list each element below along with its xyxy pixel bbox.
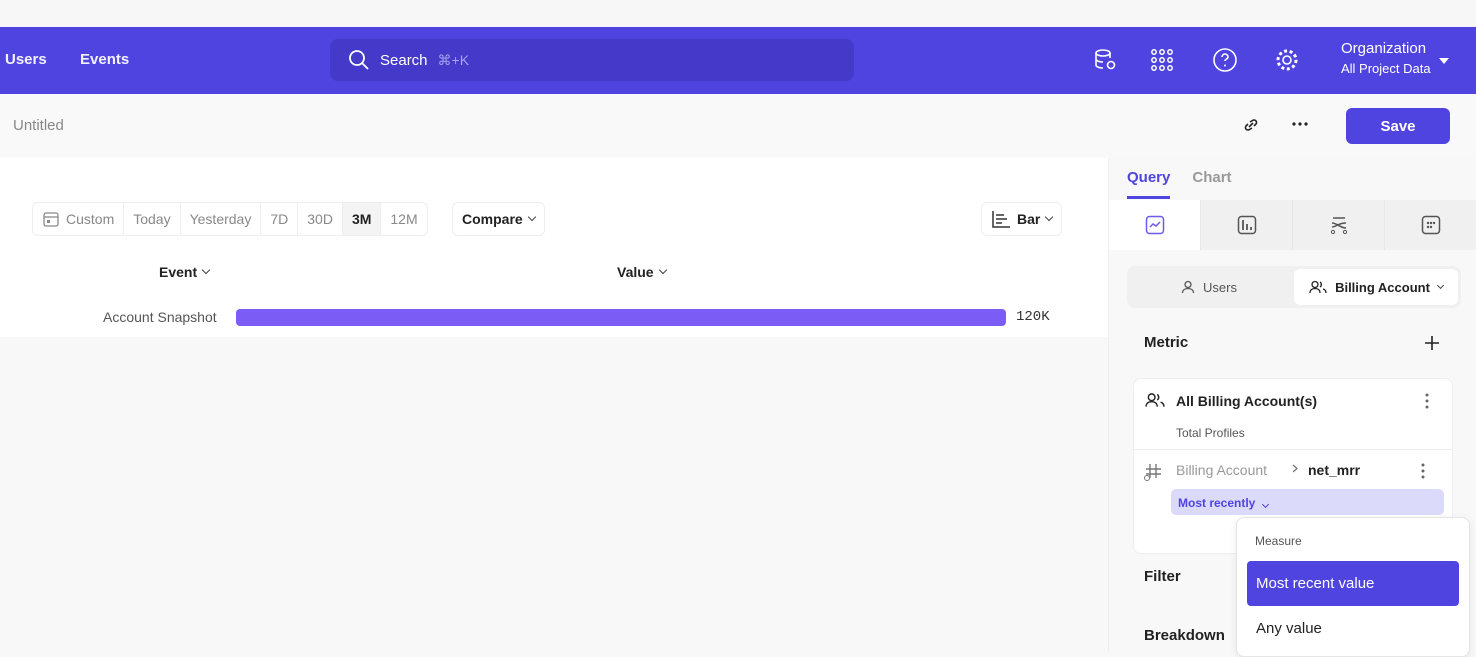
row-value-label: 120K [1016, 309, 1050, 325]
tab-chart[interactable]: Chart [1192, 169, 1232, 186]
metric-section-label: Metric [1144, 334, 1189, 351]
menu-header: Measure [1255, 534, 1302, 548]
report-title[interactable]: Untitled [13, 117, 64, 134]
entity-billing-label: Billing Account [1335, 279, 1430, 295]
nav-events[interactable]: Events [80, 51, 130, 68]
metric-name[interactable]: All Billing Account(s) [1176, 393, 1318, 409]
flows-icon [1330, 217, 1347, 235]
insights-tab[interactable] [1109, 200, 1201, 250]
search-placeholder: Search [380, 51, 428, 69]
flows-tab[interactable] [1293, 200, 1385, 250]
date-yesterday[interactable]: Yesterday [181, 203, 262, 235]
caret-down-icon [1439, 58, 1449, 64]
aggregation-dropdown[interactable]: Most recently [1171, 489, 1444, 515]
gear-icon[interactable] [1274, 47, 1300, 73]
date-range-picker: Custom Today Yesterday 7D 30D 3M 12M [32, 202, 428, 236]
property-kebab-icon[interactable] [1421, 463, 1425, 479]
entity-users[interactable]: Users [1127, 266, 1291, 308]
add-metric-icon[interactable] [1425, 336, 1439, 350]
filter-section-label: Filter [1144, 568, 1181, 585]
date-today[interactable]: Today [124, 203, 181, 235]
compare-label: Compare [462, 211, 523, 227]
top-strip [0, 0, 1476, 27]
chevron-down-icon [201, 265, 211, 275]
tab-query[interactable]: Query [1127, 169, 1171, 199]
org-title: Organization [1341, 40, 1427, 57]
chart-type-label: Bar [1017, 211, 1041, 227]
bar-account-snapshot[interactable] [236, 309, 1006, 326]
date-custom-label: Custom [66, 211, 115, 227]
chevron-down-icon [658, 265, 667, 275]
bar-report-tab[interactable] [1201, 200, 1293, 250]
numeric-property-icon [1144, 464, 1161, 481]
search-shortcut: ⌘+K [437, 51, 470, 68]
user-icon [1181, 280, 1195, 294]
retention-icon [1421, 215, 1440, 235]
event-header-label: Event [159, 264, 198, 280]
date-12m[interactable]: 12M [390, 211, 418, 227]
entity-toggle: Users Billing Account [1127, 266, 1461, 308]
date-3m[interactable]: 3M [342, 203, 382, 235]
menu-option-any-value[interactable]: Any value [1256, 620, 1322, 637]
search-icon [349, 50, 369, 70]
bar-chart-icon [992, 211, 1010, 228]
help-icon[interactable] [1212, 47, 1238, 73]
org-selector[interactable]: Organization All Project Data [1341, 40, 1449, 76]
metric-kebab-icon[interactable] [1425, 393, 1429, 409]
report-canvas: Custom Today Yesterday 7D 30D 3M 12M Com… [0, 158, 1108, 337]
database-settings-icon[interactable] [1093, 47, 1119, 73]
chevron-down-icon [527, 212, 536, 222]
value-column-header[interactable]: Value [617, 264, 667, 280]
users-group-icon [1309, 280, 1327, 294]
compare-button[interactable]: Compare [452, 202, 545, 236]
value-header-label: Value [617, 264, 654, 280]
divider [1134, 449, 1452, 450]
more-icon[interactable] [1292, 122, 1308, 126]
date-7d[interactable]: 7D [261, 203, 299, 235]
bar-report-icon [1237, 215, 1256, 235]
date-custom[interactable]: Custom [33, 203, 125, 235]
chevron-right-icon [1292, 464, 1298, 473]
property-parent: Billing Account [1176, 462, 1268, 478]
calendar-icon [43, 212, 59, 227]
chart-type-button[interactable]: Bar [981, 202, 1063, 236]
chevron-down-icon [1261, 500, 1269, 509]
link-icon[interactable] [1242, 116, 1260, 134]
menu-option-most-recent[interactable]: Most recent value [1247, 561, 1459, 606]
top-nav: Users Events Search ⌘+K Organization All… [0, 27, 1476, 94]
nav-users[interactable]: Users [5, 51, 47, 68]
aggregation-label: Most recently [1178, 496, 1256, 510]
row-event-label: Account Snapshot [103, 309, 217, 325]
report-header: Untitled Save [0, 94, 1476, 158]
date-30d[interactable]: 30D [298, 203, 343, 235]
save-button[interactable]: Save [1346, 108, 1450, 144]
retention-tab[interactable] [1385, 200, 1476, 250]
breakdown-section-label: Breakdown [1144, 627, 1225, 644]
entity-billing-account[interactable]: Billing Account [1294, 269, 1458, 305]
event-column-header[interactable]: Event [159, 264, 211, 280]
entity-users-label: Users [1203, 279, 1237, 295]
users-group-icon [1145, 393, 1165, 407]
search-input[interactable]: Search ⌘+K [330, 39, 854, 81]
property-name[interactable]: net_mrr [1308, 462, 1361, 478]
chevron-down-icon [1045, 212, 1054, 222]
insights-icon [1145, 215, 1164, 235]
apps-grid-icon[interactable] [1149, 47, 1175, 73]
metric-subtitle: Total Profiles [1176, 426, 1245, 440]
measure-menu: Measure Most recent value Any value [1236, 517, 1470, 657]
report-type-tabs [1109, 200, 1476, 250]
chevron-down-icon [1436, 281, 1444, 289]
org-subtitle: All Project Data [1341, 61, 1431, 76]
